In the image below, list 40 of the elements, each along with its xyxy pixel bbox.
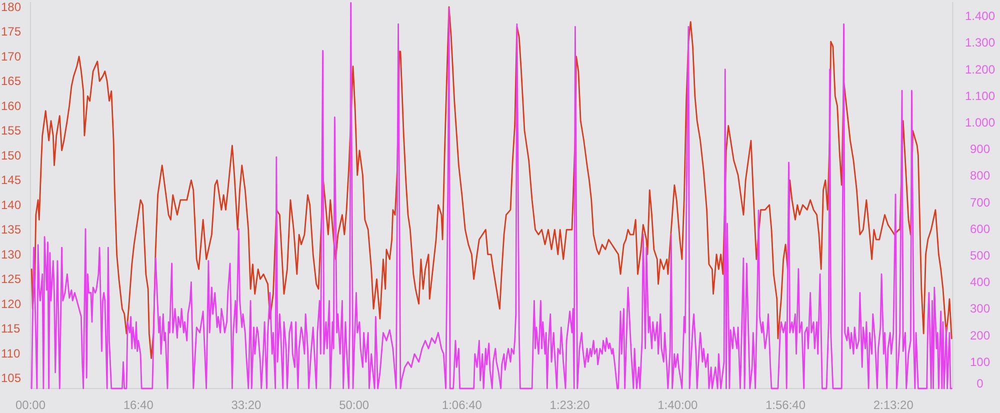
y2-tick-label: 900 xyxy=(970,142,990,156)
x-tick-label: 1:40:00 xyxy=(658,398,698,412)
x-tick-label: 16:40 xyxy=(123,398,154,412)
x-tick-label: 33:20 xyxy=(231,398,262,412)
y-tick-label: 180 xyxy=(1,0,22,14)
x-tick-label: 50:00 xyxy=(339,398,370,412)
y-tick-label: 150 xyxy=(1,148,22,162)
y-tick-label: 140 xyxy=(1,198,22,212)
y-tick-label: 135 xyxy=(1,222,22,237)
y-tick-label: 160 xyxy=(1,98,22,113)
x-tick-label: 1:23:20 xyxy=(550,398,590,412)
y-tick-label: 105 xyxy=(1,371,22,386)
x-tick-label: 1:56:40 xyxy=(765,398,806,412)
y2-tick-label: 0 xyxy=(976,376,984,390)
y2-tick-label: 1.000 xyxy=(964,116,996,130)
y-tick-label: 110 xyxy=(1,346,20,360)
y2-tick-label: 1.200 xyxy=(964,62,996,76)
y2-tick-label: 1.100 xyxy=(964,88,996,103)
y2-tick-label: 100 xyxy=(970,354,990,369)
y2-tick-label: 800 xyxy=(970,168,990,183)
y2-tick-label: 600 xyxy=(970,222,990,236)
y-tick-label: 125 xyxy=(1,272,22,286)
y2-tick-label: 200 xyxy=(970,328,990,342)
y-tick-label: 120 xyxy=(1,296,22,311)
y2-tick-label: 1.300 xyxy=(964,36,996,50)
x-tick-label: 2:13:20 xyxy=(873,398,914,412)
y-tick-label: 115 xyxy=(1,322,20,336)
y-tick-label: 130 xyxy=(1,247,22,262)
y2-tick-label: 1.400 xyxy=(964,9,996,24)
y-tick-label: 155 xyxy=(1,124,22,138)
y-tick-label: 170 xyxy=(1,49,22,64)
x-tick-label: 00:00 xyxy=(15,398,46,412)
x-tick-label: 1:06:40 xyxy=(442,398,482,412)
y2-tick-label: 300 xyxy=(970,302,990,316)
y2-tick-label: 700 xyxy=(970,195,990,210)
y2-tick-label: 500 xyxy=(970,248,990,262)
y-tick-label: 145 xyxy=(1,173,22,188)
y-tick-label: 175 xyxy=(1,24,22,39)
y-tick-label: 165 xyxy=(1,74,22,88)
y2-tick-label: 400 xyxy=(970,275,990,290)
